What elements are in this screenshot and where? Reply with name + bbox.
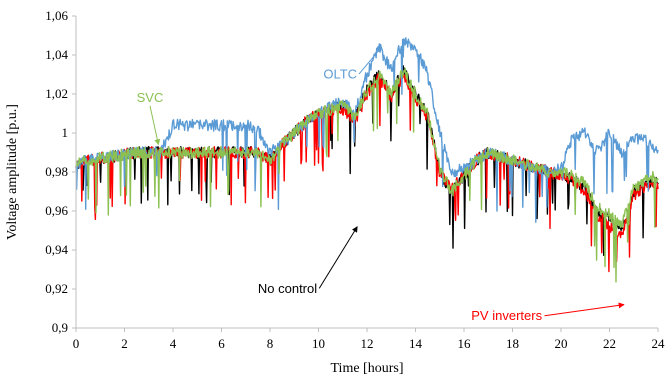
annotation-arrow-oltc <box>358 46 382 75</box>
y-tick-label: 0,98 <box>45 164 68 179</box>
x-tick-label: 14 <box>409 336 423 351</box>
y-tick-label: 1,06 <box>45 8 68 23</box>
x-tick-label: 0 <box>73 336 80 351</box>
series-line-oltc <box>75 37 659 223</box>
x-tick-label: 18 <box>506 336 519 351</box>
y-tick-label: 0,96 <box>45 203 68 218</box>
annotation-label-no-control: No control <box>258 281 317 296</box>
x-tick-label: 6 <box>218 336 225 351</box>
y-tick-label: 1 <box>62 125 69 140</box>
y-axis-title: Voltage amplitude [p.u.] <box>5 104 20 240</box>
y-tick-label: 1,02 <box>45 86 68 101</box>
y-tick-label: 0,9 <box>52 320 68 335</box>
annotation-arrow-pv-inverters <box>544 302 625 317</box>
series-group <box>75 37 659 283</box>
series-line-svc <box>75 67 659 283</box>
y-tick-label: 0,94 <box>45 242 68 257</box>
x-tick-label: 24 <box>652 336 665 351</box>
y-tick-label: 1,04 <box>45 47 68 62</box>
x-tick-label: 20 <box>555 336 568 351</box>
axes-group: 0 2 4 6 8 10 12 14 16 18 20 22 240,90,920,940,960,98… <box>45 8 665 351</box>
x-axis-title: Time [hours] <box>331 361 404 376</box>
x-tick-label: 4 <box>170 336 177 351</box>
annotation-label-oltc: OLTC <box>323 66 357 81</box>
annotation-label-pv-inverters: PV inverters <box>471 308 542 323</box>
x-tick-label: 12 <box>361 336 374 351</box>
y-tick-label: 0,92 <box>45 281 68 296</box>
annotation-arrow-svc <box>149 105 161 146</box>
x-tick-label: 2 <box>121 336 128 351</box>
annotation-arrow-no-control <box>318 226 358 289</box>
x-tick-label: 16 <box>458 336 472 351</box>
x-tick-label: 22 <box>603 336 616 351</box>
annotation-label-svc: SVC <box>137 90 164 105</box>
x-tick-label: 8 <box>267 336 274 351</box>
annotations-group: OLTC SVC No control PV inverters <box>137 46 625 323</box>
x-tick-label: 10 <box>312 336 325 351</box>
